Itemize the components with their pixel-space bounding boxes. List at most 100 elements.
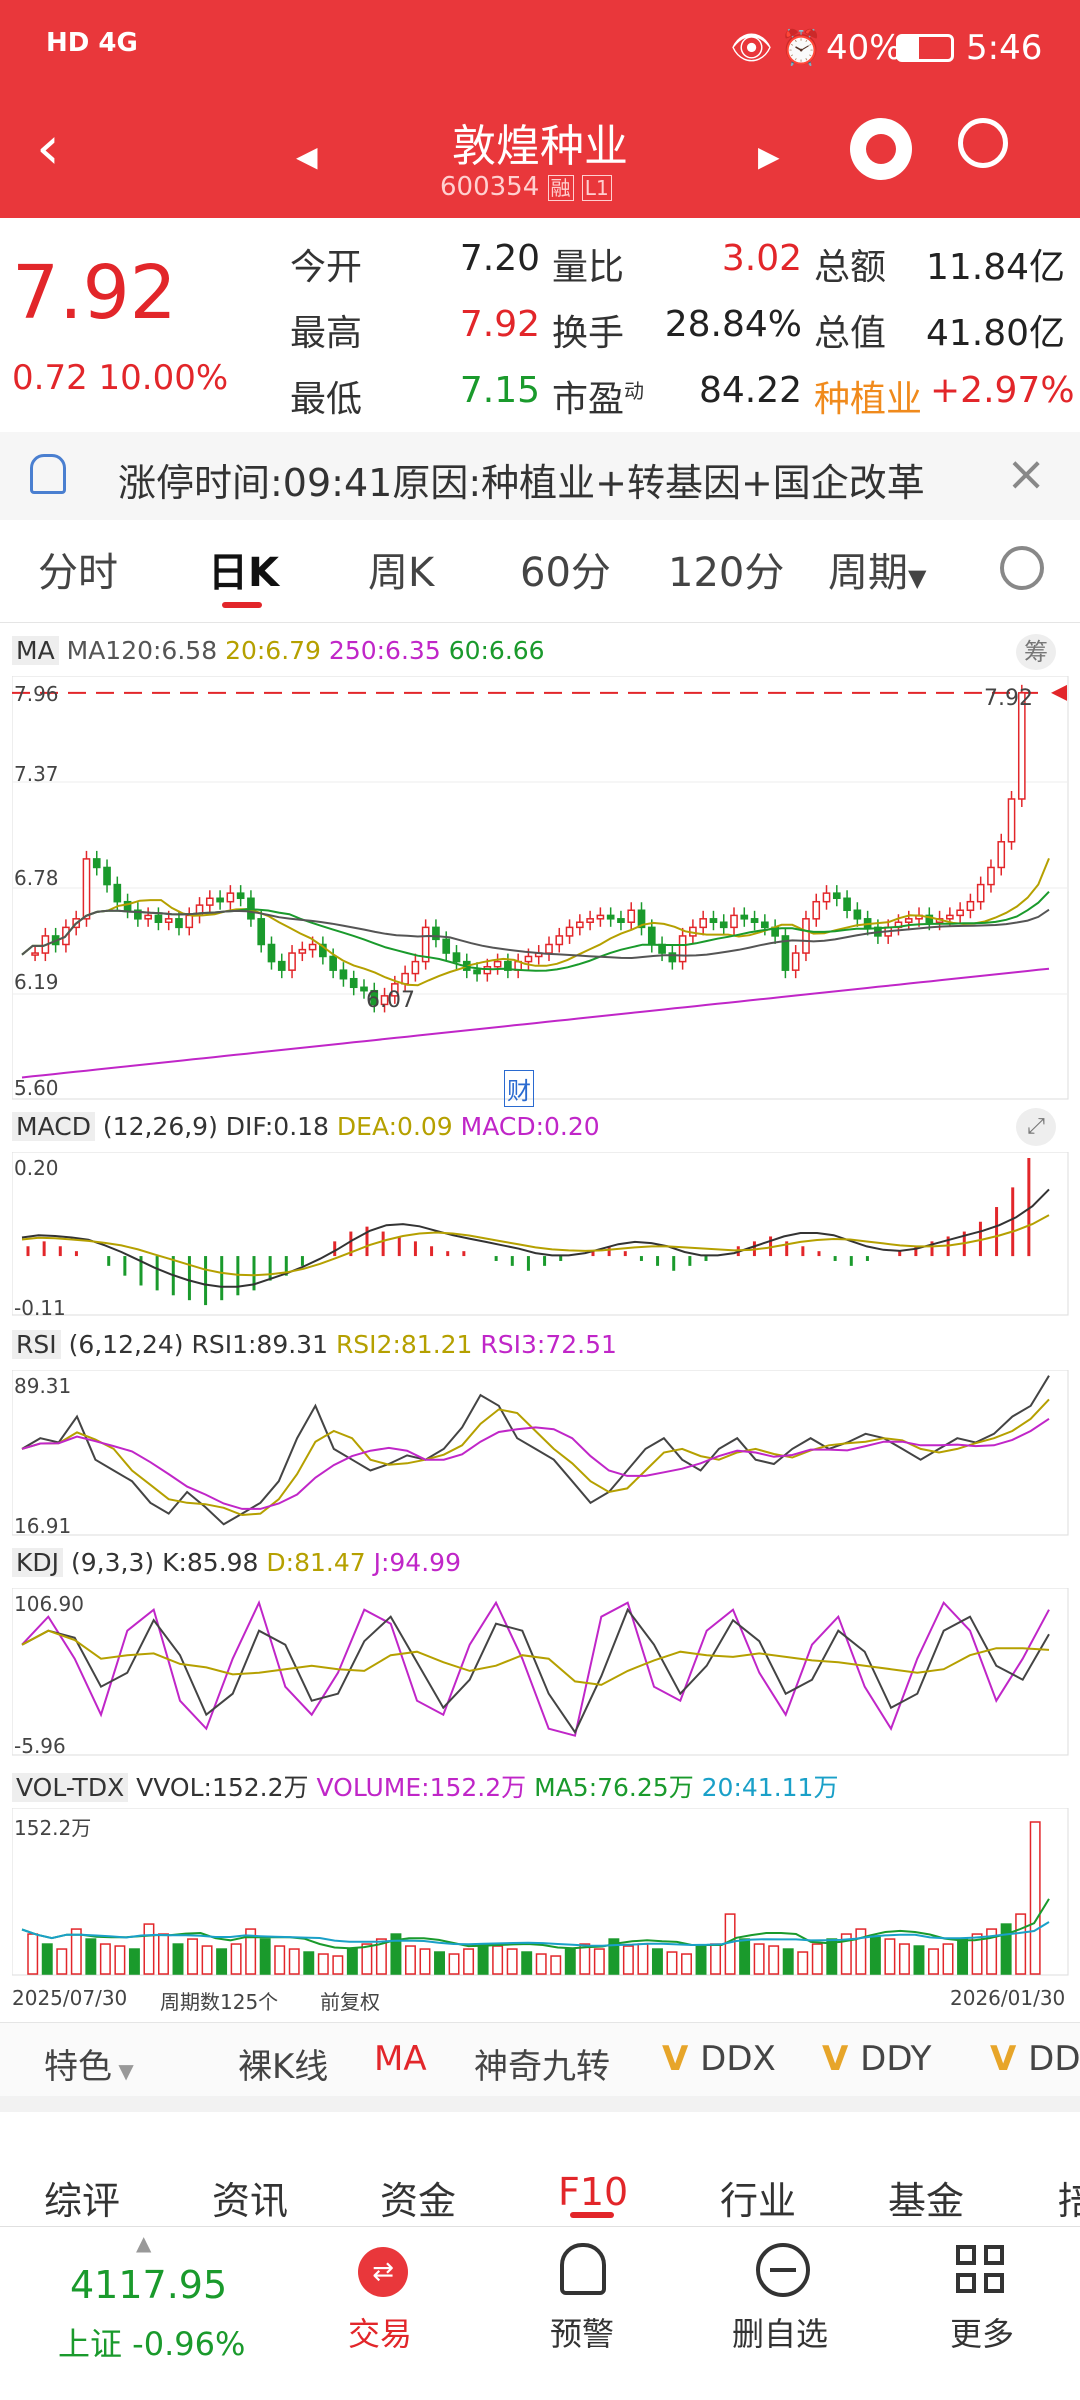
macd-selector[interactable]: MACD (12, 1112, 95, 1141)
j-line (21, 1599, 1050, 1737)
nav-trade[interactable]: 交易 (348, 2315, 413, 2353)
tab-f10[interactable]: F10 (558, 2170, 629, 2214)
v-icon: V (822, 2039, 861, 2079)
tab-more[interactable]: 掊 (1058, 2179, 1080, 2223)
naked-k-toggle[interactable]: 裸K线 (238, 2047, 329, 2087)
close-icon[interactable]: × (1006, 446, 1047, 502)
candle-body (740, 914, 749, 920)
mkt-cap-label: 总值 (814, 313, 887, 354)
trade-icon[interactable]: ⇄ (358, 2247, 408, 2297)
nav-remove-watchlist[interactable]: 删自选 (732, 2315, 829, 2353)
alert-bell-icon[interactable] (560, 2243, 606, 2295)
candlestick-chart[interactable] (12, 676, 1069, 1100)
candle-body (236, 892, 245, 900)
remove-watchlist-icon[interactable] (756, 2243, 810, 2297)
volume-bar (753, 1943, 765, 1975)
candle-body (843, 897, 851, 912)
magic-nine-toggle[interactable]: 神奇九转 (474, 2047, 610, 2087)
ddy-toggle[interactable]: V DDY (822, 2039, 932, 2079)
volume-bar (390, 1933, 402, 1975)
rsi-chart[interactable] (12, 1370, 1069, 1536)
prev-stock-icon[interactable]: ◀ (296, 140, 318, 173)
caret-up-icon: ▲ (136, 2231, 152, 2255)
volume-bar (1000, 1923, 1012, 1975)
candle-body (432, 926, 440, 941)
ddz-toggle[interactable]: V DDZ (990, 2039, 1080, 2079)
tab-period[interactable]: 周期▼ (828, 550, 927, 596)
sector-label[interactable]: 种植业 (814, 379, 923, 420)
panel-border (12, 1152, 1069, 1316)
settings-icon[interactable] (1000, 546, 1044, 590)
ma-legend: MA MA120:6.58 20:6.79 250:6.35 60:6.66 (12, 636, 545, 665)
volume-chart[interactable] (12, 1808, 1069, 1976)
volume-bar (1029, 1821, 1041, 1975)
panel-border (12, 1808, 1069, 1976)
high-label: 最高 (290, 313, 363, 354)
feature-dropdown[interactable]: 特色 ▼ (44, 2047, 134, 2087)
candle-body (709, 918, 718, 923)
volume-bar (463, 1948, 475, 1975)
candle-body (904, 918, 913, 923)
finance-event-marker[interactable]: 财 (504, 1070, 534, 1107)
signal-indicator: HD 4G (46, 28, 138, 58)
next-stock-icon[interactable]: ▶ (758, 140, 780, 173)
kdj-selector[interactable]: KDJ (12, 1548, 64, 1577)
limit-up-notice[interactable]: 涨停时间:09:41原因:种植业+转基因+国企改革 × (0, 432, 1080, 520)
index-value[interactable]: 4117.95 (70, 2263, 228, 2307)
rsi2-line (21, 1398, 1050, 1517)
tab-industry[interactable]: 行业 (720, 2179, 797, 2223)
rsi-selector[interactable]: RSI (12, 1330, 61, 1359)
candle-body (555, 935, 564, 946)
search-icon[interactable] (958, 118, 1008, 168)
grid-icon[interactable] (956, 2245, 1006, 2295)
volume-bar (245, 1928, 257, 1975)
volume-bar (913, 1945, 925, 1975)
tab-fund[interactable]: 基金 (888, 2179, 965, 2223)
volume-bar (710, 1943, 722, 1975)
index-name[interactable]: 上证 -0.96% (58, 2325, 246, 2363)
ddx-toggle[interactable]: V DDX (662, 2039, 776, 2079)
bottom-nav: ▲ 4117.95 上证 -0.96% ⇄ 交易 预警 删自选 更多 (0, 2226, 1080, 2400)
stock-code: 600354 (440, 172, 540, 202)
tab-intraday[interactable]: 分时 (38, 550, 118, 596)
tab-overview[interactable]: 综评 (44, 2179, 121, 2223)
candle-body (308, 943, 317, 951)
mascot-icon[interactable] (850, 118, 912, 180)
candle-body (606, 914, 615, 920)
volume-bar (419, 1948, 431, 1975)
tab-news[interactable]: 资讯 (212, 2179, 289, 2223)
k-line (21, 1607, 1050, 1735)
tab-60min[interactable]: 60分 (520, 550, 611, 596)
tab-active-indicator (222, 602, 262, 608)
vol-legend: VOL-TDX VVOL:152.2万 VOLUME:152.2万 MA5:76… (12, 1768, 838, 1804)
rsi-y-min: 16.91 (14, 1514, 72, 1538)
volume-bar (695, 1945, 707, 1975)
candle-body (370, 989, 379, 1006)
volume-bar (811, 1943, 823, 1975)
back-icon[interactable]: ‹ (36, 113, 60, 183)
volume-bar (535, 1953, 547, 1975)
nav-more[interactable]: 更多 (950, 2315, 1015, 2353)
sector-value[interactable]: +2.97% (930, 370, 1075, 411)
candle-body (596, 914, 605, 920)
stock-code-row: 600354 融 L1 (440, 172, 612, 202)
nav-alert[interactable]: 预警 (550, 2315, 615, 2353)
adjust-mode[interactable]: 前复权 (320, 1990, 380, 2014)
dif-line (21, 1188, 1050, 1288)
tab-weekly-k[interactable]: 周K (368, 550, 435, 596)
tab-capital[interactable]: 资金 (380, 2179, 457, 2223)
vol-selector[interactable]: VOL-TDX (12, 1773, 129, 1802)
volume-bar (99, 1943, 111, 1975)
ma-selector[interactable]: MA (12, 636, 59, 665)
tab-daily-k[interactable]: 日K (208, 550, 279, 596)
volume-bar (27, 1933, 39, 1975)
chip-button[interactable]: 筹 (1016, 634, 1056, 670)
volume-bar (434, 1951, 445, 1975)
macd-chart[interactable] (12, 1152, 1069, 1316)
ma250-line (21, 967, 1050, 1079)
volume-bar (622, 1945, 634, 1975)
ma-toggle[interactable]: MA (374, 2039, 427, 2079)
tab-120min[interactable]: 120分 (668, 550, 785, 596)
expand-icon[interactable]: ⤢ (1016, 1108, 1056, 1146)
kdj-chart[interactable] (12, 1588, 1069, 1756)
